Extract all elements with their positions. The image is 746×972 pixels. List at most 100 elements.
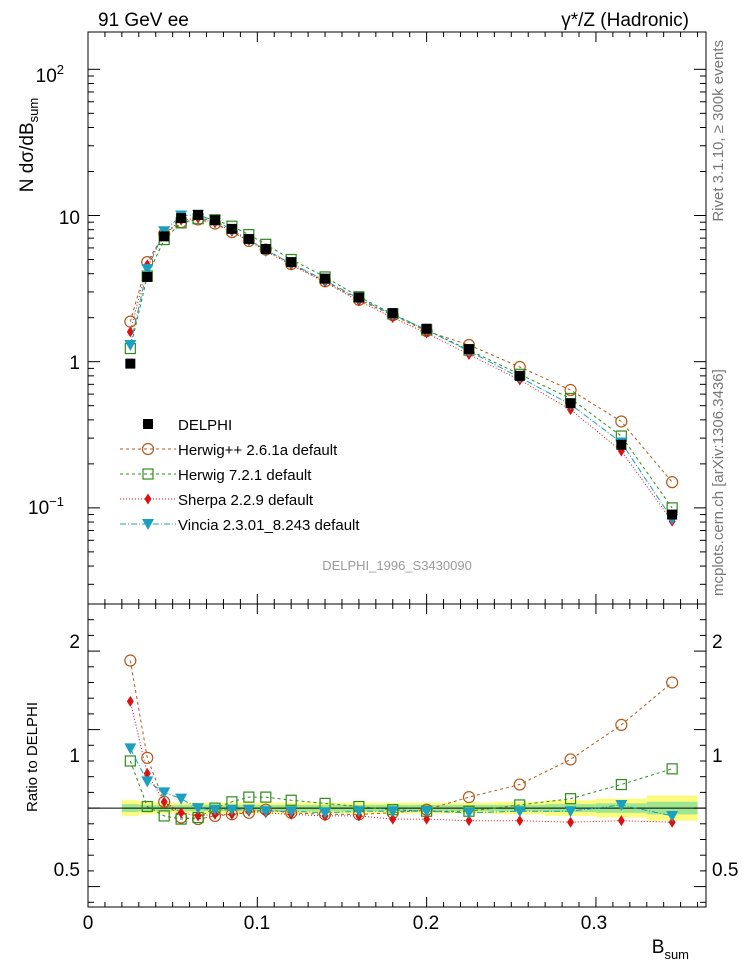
svg-text:N dσ/dBsum: N dσ/dBsum [17,98,41,192]
ratio-point-sherpa [126,695,134,707]
xlabel: Bsum [652,937,689,962]
point-delphi [159,231,170,242]
series-delphi [125,209,678,520]
legend-entry-delphi: DELPHI [143,417,232,434]
legend-marker-sherpa [144,493,152,505]
ratio-point-vincia [666,810,679,822]
ratio-point-vincia [319,807,332,819]
legend-entry-sherpa: Sherpa 2.2.9 default [120,492,314,509]
ratio-panel-frame [87,603,707,908]
ratio-point-vincia [386,806,399,818]
main-ylabel: N dσ/dBsum [17,98,41,192]
point-delphi [226,223,237,234]
xlabel-text: B [652,937,665,958]
ratio-series-layer [124,654,679,828]
ratio-point-vincia [462,807,475,819]
ratio-point-herwigpp [564,753,577,766]
series-line-herwig7 [129,218,673,509]
legend: DELPHI Herwig++ 2.6.1a default Herwig 7.2.… [120,417,360,534]
header-right: γ*/Z (Hadronic) [561,10,689,31]
main-ylabel-text: N dσ/dB [17,122,38,192]
ytick-label-10: 10 [59,208,80,229]
ratio-point-vincia [564,806,577,818]
point-delphi [320,273,331,284]
ratio-point-vincia [259,806,272,818]
legend-marker-delphi [143,419,153,429]
mcplots-label: mcplots.cern.ch [arXiv:1306.3436] [710,369,727,596]
xtick-label-0.1: 0.1 [244,913,270,934]
ratio-point-vincia [513,806,526,818]
ratio-point-herwig7 [285,794,297,806]
point-delphi [565,398,576,409]
point-herwigpp [615,415,628,428]
ratio-point-vincia [192,803,205,815]
ratio-point-herwig7 [141,800,153,813]
ratio-point-vincia [242,804,255,816]
ratio-point-herwigpp [124,654,137,667]
ratio-ytick-left-0.5: 0.5 [54,860,80,881]
ratio-point-herwigpp [462,791,476,804]
ratio-point-herwig7 [615,778,627,791]
ratio-point-vincia [352,806,365,818]
point-delphi [667,509,678,520]
ratio-point-herwigpp [615,718,628,731]
ratio-point-vincia [615,799,628,811]
ratio-ytick-left-1: 1 [69,746,80,767]
legend-label-vincia: Vincia 2.3.01_8.243 default [178,517,360,534]
ratio-ylabel: Ratio to DELPHI [24,702,41,812]
ratio-point-sherpa [668,816,676,828]
ratio-point-sherpa [194,810,202,822]
legend-marker-herwigpp [141,442,155,456]
ratio-point-sherpa [516,815,524,827]
legend-label-herwigpp: Herwig++ 2.6.1a default [178,442,338,459]
ratio-point-vincia [175,793,188,805]
legend-entry-vincia: Vincia 2.3.01_8.243 default [120,517,360,534]
ratio-point-herwigpp [141,751,154,764]
point-delphi [243,234,254,245]
point-delphi [616,439,627,450]
point-delphi [387,308,398,319]
ytick-label-1: 1 [69,353,80,374]
point-vincia [124,340,137,352]
main-series-layer [124,209,679,527]
ytick-label-100: 102 [36,62,64,87]
point-delphi [142,271,153,282]
ratio-point-herwig7 [124,755,136,767]
ratio-ytick-right-1: 1 [712,746,723,767]
point-delphi [193,209,204,220]
ytick-label-0.1-base: 10 [28,498,49,519]
ratio-point-vincia [208,804,221,816]
ratio-point-vincia [141,776,154,788]
ratio-point-vincia [158,787,171,799]
axis-ticks [87,32,706,907]
point-herwigpp [564,383,577,397]
legend-entry-herwig7: Herwig 7.2.1 default [120,467,312,484]
legend-label-herwig7: Herwig 7.2.1 default [178,467,312,484]
legend-label-delphi: DELPHI [178,417,232,434]
main-ylabel-sub: sum [26,98,41,123]
point-delphi [514,370,525,381]
point-vincia [141,264,154,276]
ratio-ytick-right-2: 2 [712,632,723,653]
point-delphi [176,213,187,224]
ratio-point-sherpa [160,796,168,808]
ytick-label-100-exp: 2 [57,62,64,77]
legend-marker-herwig7 [142,468,154,480]
ratio-line-herwig7 [129,760,673,820]
point-delphi [260,244,271,255]
ratio-point-herwig7 [666,763,678,775]
xtick-label-0.2: 0.2 [413,913,439,934]
ratio-point-vincia [225,804,238,816]
xtick-label-0.3: 0.3 [581,913,607,934]
ytick-label-0.1-exp: −1 [49,494,64,509]
ytick-label-100-base: 10 [36,66,57,87]
ratio-point-sherpa [143,768,151,780]
point-delphi [353,292,364,303]
xlabel-sub: sum [664,947,689,962]
ratio-line-herwigpp [129,660,673,820]
ratio-series-vincia [124,743,679,822]
ratio-point-sherpa [389,813,397,825]
ratio-point-sherpa [567,816,575,828]
analysis-watermark: DELPHI_1996_S3430090 [322,558,472,573]
point-delphi [209,215,220,226]
